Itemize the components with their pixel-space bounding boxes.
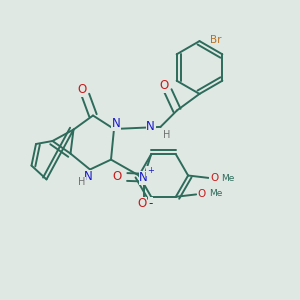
Text: Me: Me xyxy=(209,189,223,198)
Text: H: H xyxy=(164,130,171,140)
Text: O: O xyxy=(159,79,168,92)
Text: Br: Br xyxy=(210,34,221,45)
Text: O: O xyxy=(210,173,218,183)
Text: +: + xyxy=(147,167,154,176)
Text: N: N xyxy=(139,171,148,184)
Text: N: N xyxy=(146,120,155,133)
Text: O: O xyxy=(77,83,86,96)
Text: O: O xyxy=(138,197,147,211)
Text: O: O xyxy=(112,170,122,184)
Text: N: N xyxy=(84,170,93,184)
Text: N: N xyxy=(112,117,121,130)
Text: O: O xyxy=(198,189,206,200)
Text: H: H xyxy=(78,177,85,187)
Text: Me: Me xyxy=(221,174,235,183)
Text: -: - xyxy=(148,197,152,211)
